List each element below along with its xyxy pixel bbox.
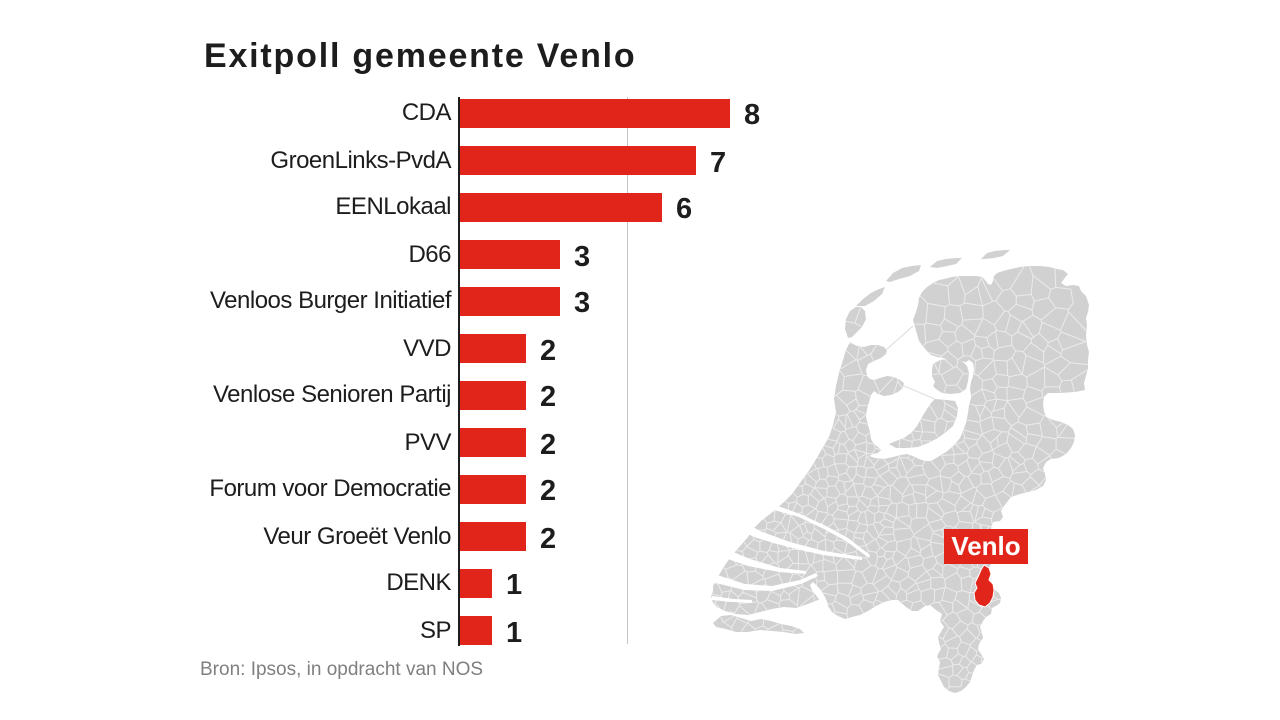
svg-text:Venlo: Venlo: [951, 531, 1020, 561]
